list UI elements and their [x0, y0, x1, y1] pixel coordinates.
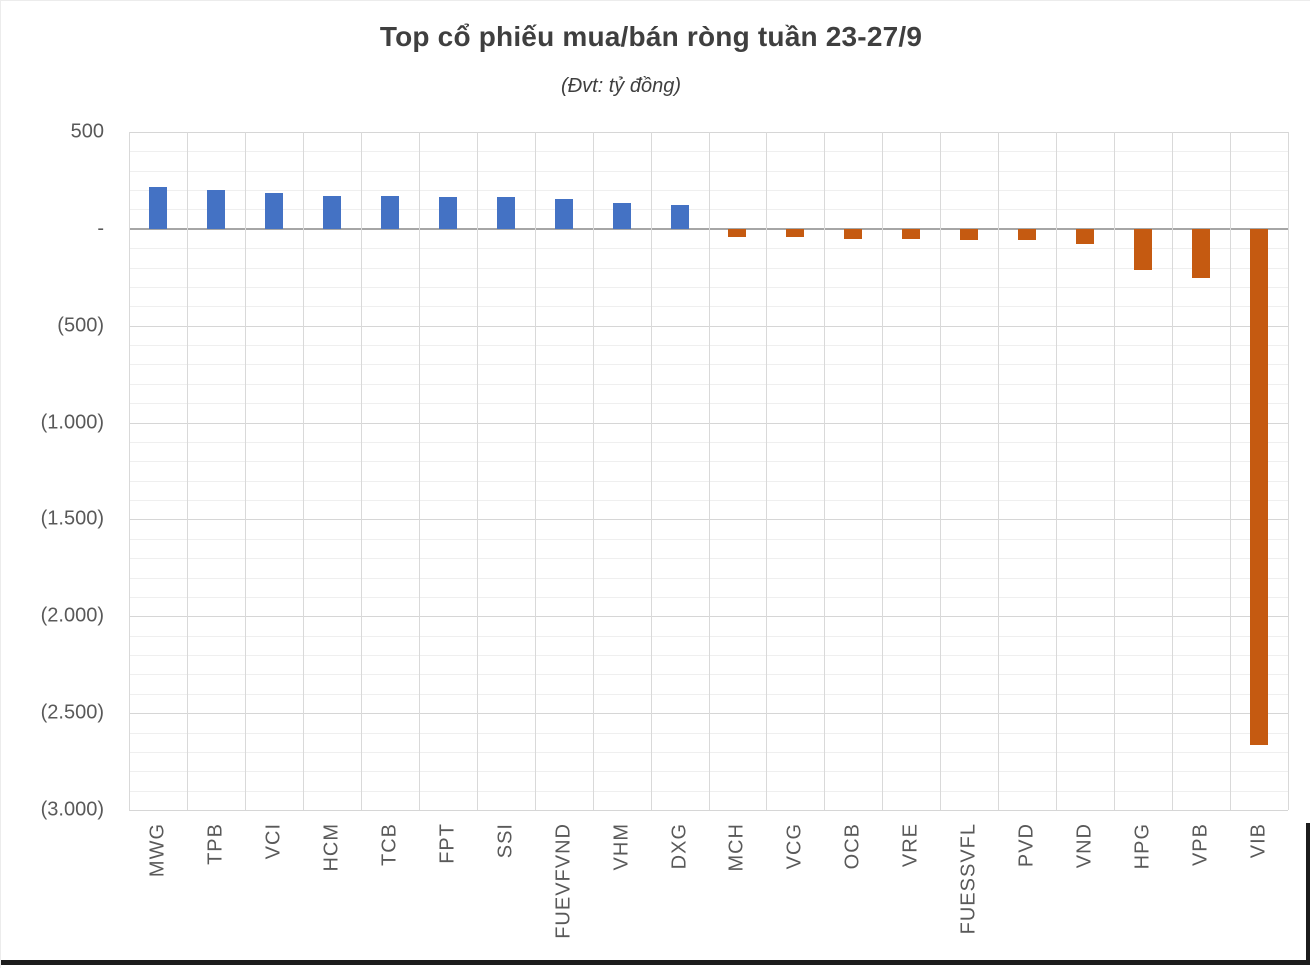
vertical-gridline: [186, 132, 188, 810]
vertical-gridline: [882, 132, 884, 810]
vertical-gridline: [360, 132, 362, 810]
x-tick-text: VIB: [1247, 823, 1270, 859]
x-tick-text: SSI: [494, 823, 517, 859]
x-tick-label-VHM: VHM: [610, 823, 633, 875]
bar-HCM: [322, 195, 341, 229]
x-tick-label-VCG: VCG: [784, 823, 807, 874]
bar-VIB: [1250, 228, 1269, 746]
major-gridline: [129, 810, 1288, 811]
x-tick-label-VND: VND: [1074, 823, 1097, 873]
x-tick-label-FPT: FPT: [436, 823, 459, 869]
x-tick-text: FPT: [436, 823, 459, 864]
bar-HPG: [1134, 228, 1153, 270]
x-tick-label-PVD: PVD: [1016, 823, 1039, 872]
bar-VCI: [264, 193, 283, 229]
x-tick-text: OCB: [841, 823, 864, 870]
bar-PVD: [1018, 228, 1037, 241]
y-tick-label: (1.500): [40, 507, 104, 530]
x-tick-label-FUESSVFL: FUESSVFL: [958, 823, 981, 939]
x-tick-label-VRE: VRE: [900, 823, 923, 872]
bar-MCH: [728, 228, 747, 237]
y-tick-label: (500): [57, 314, 104, 337]
x-tick-label-TPB: TPB: [204, 823, 227, 870]
x-tick-label-DXG: DXG: [668, 823, 691, 874]
x-tick-label-MCH: MCH: [726, 823, 749, 877]
x-tick-label-OCB: OCB: [842, 823, 865, 874]
bar-MWG: [148, 187, 167, 229]
bar-VHM: [612, 202, 631, 229]
vertical-gridline: [1114, 132, 1116, 810]
vertical-gridline: [940, 132, 942, 810]
x-tick-text: DXG: [668, 823, 691, 870]
bar-VPB: [1192, 228, 1211, 279]
y-tick-label: (3.000): [40, 798, 104, 821]
y-tick-label: (1.000): [40, 411, 104, 434]
bar-OCB: [844, 228, 863, 240]
x-tick-text: VND: [1073, 823, 1096, 869]
x-tick-label-HCM: HCM: [320, 823, 343, 877]
x-tick-text: VPB: [1189, 823, 1212, 867]
x-tick-text: VHM: [610, 823, 633, 871]
x-tick-label-TCB: TCB: [378, 823, 401, 871]
vertical-gridline: [766, 132, 768, 810]
bar-VRE: [902, 228, 921, 239]
x-tick-text: TPB: [204, 823, 227, 865]
vertical-gridline: [1288, 132, 1289, 810]
bar-VCG: [786, 228, 805, 238]
x-tick-text: HPG: [1131, 823, 1154, 870]
vertical-gridline: [418, 132, 420, 810]
x-tick-text: VRE: [899, 823, 922, 868]
x-tick-label-MWG: MWG: [146, 823, 169, 882]
x-tick-text: FUEVFVND: [552, 823, 575, 939]
vertical-gridline: [534, 132, 536, 810]
x-tick-label-VPB: VPB: [1190, 823, 1213, 871]
x-tick-text: VCG: [783, 823, 806, 870]
x-tick-label-SSI: SSI: [494, 823, 517, 863]
vertical-gridline: [650, 132, 652, 810]
bar-FPT: [438, 196, 457, 229]
bar-FUESSVFL: [960, 228, 979, 240]
vertical-gridline: [998, 132, 1000, 810]
x-tick-text: HCM: [320, 823, 343, 872]
chart-title: Top cổ phiếu mua/bán ròng tuần 23-27/9: [379, 21, 923, 52]
x-tick-text: TCB: [378, 823, 401, 866]
x-tick-text: MCH: [725, 823, 748, 872]
y-tick-label: 500: [70, 120, 104, 143]
bar-TCB: [380, 195, 399, 229]
vertical-gridline: [1056, 132, 1058, 810]
x-tick-label-HPG: HPG: [1132, 823, 1155, 874]
x-tick-text: MWG: [146, 823, 169, 878]
bar-SSI: [496, 197, 515, 229]
bar-FUEVFVND: [554, 198, 573, 229]
y-tick-label: (2.500): [40, 701, 104, 724]
x-tick-text: VCI: [262, 823, 285, 860]
x-tick-label-VIB: VIB: [1248, 823, 1271, 863]
bar-TPB: [206, 189, 225, 229]
vertical-gridline: [302, 132, 304, 810]
vertical-gridline: [1230, 132, 1232, 810]
x-tick-text: PVD: [1015, 823, 1038, 868]
chart-subtitle: (Đvt: tỷ đồng): [560, 75, 682, 97]
vertical-gridline: [476, 132, 478, 810]
y-tick-label: (2.000): [40, 604, 104, 627]
vertical-gridline: [129, 132, 130, 810]
vertical-gridline: [824, 132, 826, 810]
bar-DXG: [670, 204, 689, 229]
x-tick-text: FUESSVFL: [957, 823, 980, 935]
bottom-right-border: [1306, 823, 1310, 965]
y-tick-label: -: [97, 217, 104, 240]
vertical-gridline: [1172, 132, 1174, 810]
vertical-gridline: [592, 132, 594, 810]
vertical-gridline: [708, 132, 710, 810]
bottom-border: [1, 960, 1310, 965]
bar-VND: [1076, 228, 1095, 245]
x-tick-label-VCI: VCI: [262, 823, 285, 864]
x-tick-label-FUEVFVND: FUEVFVND: [552, 823, 575, 944]
vertical-gridline: [244, 132, 246, 810]
